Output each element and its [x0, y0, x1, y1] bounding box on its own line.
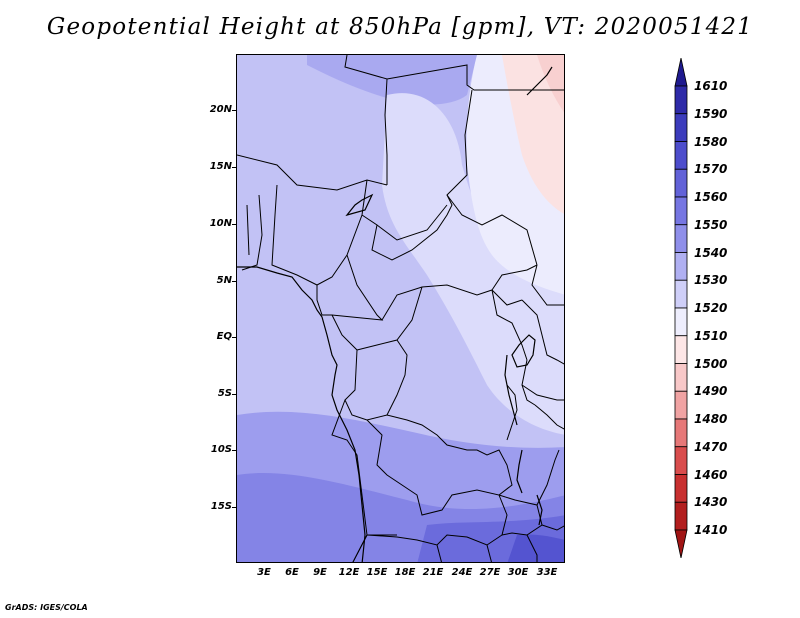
- colorbar-segment: [674, 474, 688, 503]
- lat-tick: [232, 507, 236, 508]
- lon-label-21e: 21E: [422, 567, 444, 578]
- colorbar-label: 1610: [694, 79, 728, 93]
- field-south-1570: [507, 534, 564, 562]
- lon-label-33e: 33E: [536, 567, 558, 578]
- colorbar-label: 1540: [694, 245, 728, 260]
- colorbar-segment: [674, 113, 688, 142]
- lon-label-6e: 6E: [285, 567, 299, 578]
- colorbar-label: 1460: [694, 467, 728, 482]
- lat-label-5n: 5N: [216, 275, 232, 286]
- colorbar-segment: [674, 363, 688, 392]
- country-borders: [237, 55, 564, 562]
- colorbar-label: 1480: [694, 412, 728, 426]
- lon-label-27e: 27E: [479, 567, 501, 578]
- colorbar-label: 1470: [694, 439, 728, 454]
- colorbar-label: 1530: [694, 273, 728, 288]
- colorbar-label: 1550: [694, 217, 728, 232]
- lat-tick: [232, 337, 236, 338]
- lat-tick: [232, 224, 236, 225]
- field-north-1540: [307, 55, 477, 105]
- colorbar-label: 1570: [694, 162, 728, 177]
- colorbar-segment: [674, 168, 688, 198]
- colorbar-label: 1560: [694, 190, 728, 204]
- lon-label-12e: 12E: [338, 567, 360, 578]
- colorbar-segment: [674, 501, 688, 531]
- field-1490: [537, 55, 564, 113]
- colorbar-segment: [674, 446, 688, 475]
- geopotential-field-map: [237, 55, 564, 562]
- colorbar-label: 1500: [694, 356, 728, 371]
- lat-label-eq: EQ: [216, 331, 232, 342]
- great-lakes: [345, 66, 553, 526]
- colorbar-segment: [674, 390, 688, 420]
- colorbar-segment: [674, 335, 688, 364]
- lat-label-20n: 20N: [209, 104, 232, 115]
- credit-text: GrADS: IGES/COLA: [5, 603, 88, 612]
- lon-label-15e: 15E: [366, 567, 388, 578]
- lat-label-5s: 5S: [217, 388, 232, 399]
- colorbar-label: 1430: [694, 495, 728, 510]
- lon-label-24e: 24E: [451, 567, 473, 578]
- colorbar-top-arrow: [674, 58, 688, 87]
- colorbar-segment: [674, 307, 688, 337]
- colorbar-label: 1410: [694, 523, 728, 537]
- colorbar-label: 1510: [694, 328, 728, 343]
- colorbar-segment: [674, 279, 688, 309]
- lon-label-9e: 9E: [313, 567, 327, 578]
- colorbar-segment: [674, 418, 688, 448]
- field-1500: [502, 55, 564, 214]
- lon-label-30e: 30E: [507, 567, 529, 578]
- lat-label-15s: 15S: [210, 501, 232, 512]
- field-1520: [382, 93, 564, 435]
- lat-label-10s: 10S: [210, 444, 232, 455]
- colorbar-segment: [674, 85, 688, 115]
- colorbar-label: 1580: [694, 134, 728, 149]
- lat-label-10n: 10N: [209, 218, 232, 229]
- lat-tick: [232, 167, 236, 168]
- lat-tick: [232, 450, 236, 451]
- lat-tick: [232, 281, 236, 282]
- colorbar-label: 1520: [694, 301, 728, 315]
- colorbar: [674, 58, 688, 558]
- coastline: [237, 266, 366, 562]
- colorbar-segment: [674, 196, 688, 226]
- colorbar-segment: [674, 224, 688, 253]
- map-panel: [236, 54, 565, 563]
- chart-title: Geopotential Height at 850hPa [gpm], VT:…: [46, 14, 754, 40]
- lat-tick: [232, 394, 236, 395]
- colorbar-label: 1490: [694, 384, 728, 399]
- colorbar-bottom-arrow: [674, 529, 688, 558]
- lon-label-3e: 3E: [257, 567, 271, 578]
- colorbar-label: 1590: [694, 106, 728, 121]
- lon-label-18e: 18E: [394, 567, 416, 578]
- lat-tick: [232, 110, 236, 111]
- colorbar-segments: [674, 58, 688, 558]
- colorbar-segment: [674, 252, 688, 281]
- colorbar-segment: [674, 141, 688, 170]
- lat-label-15n: 15N: [209, 161, 232, 172]
